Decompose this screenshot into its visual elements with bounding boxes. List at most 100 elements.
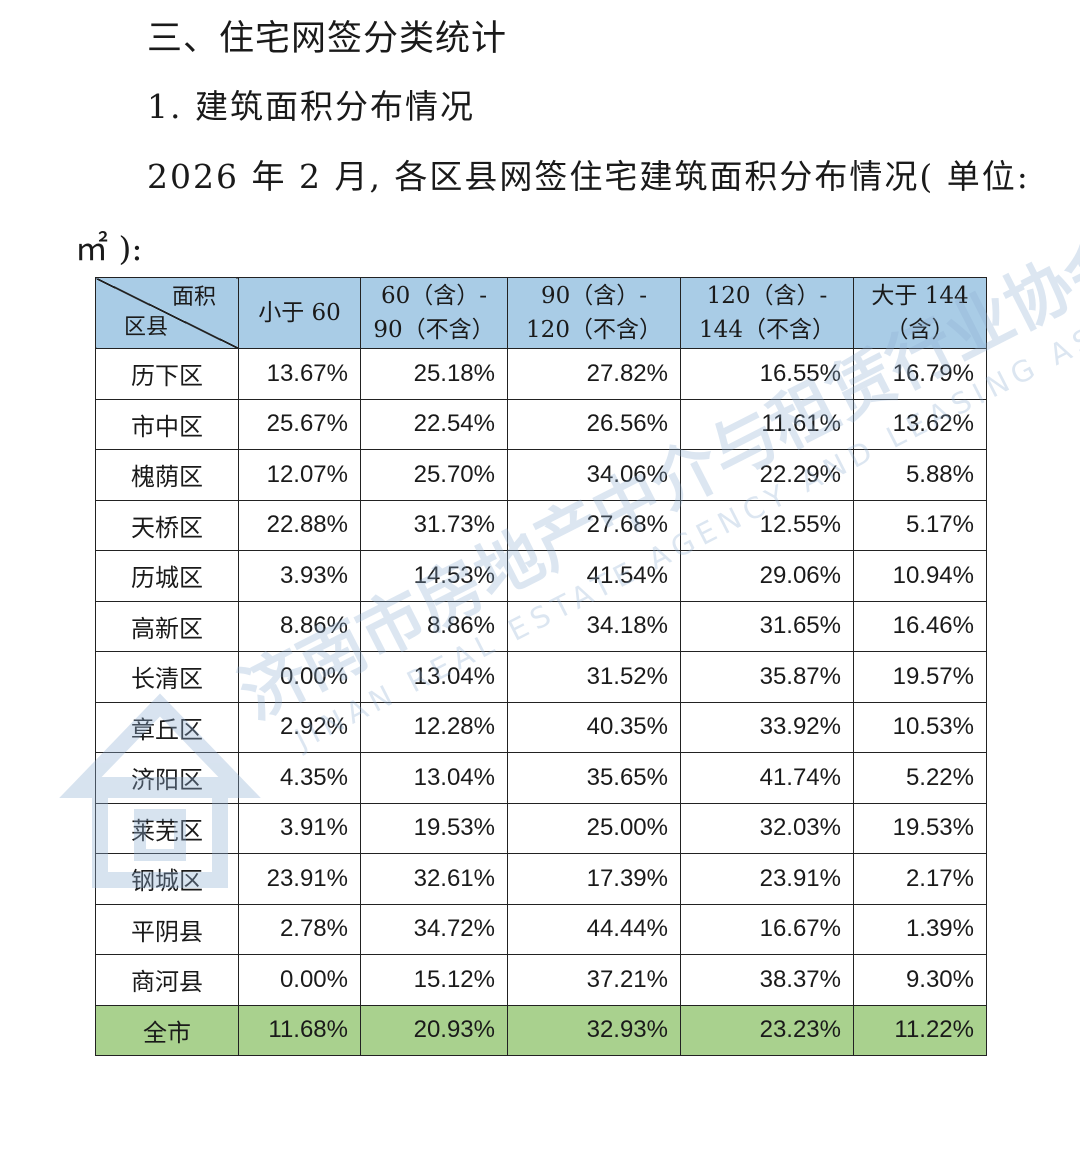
column-header-line: 120（不含） <box>526 317 662 343</box>
percentage-cell: 1.39% <box>853 903 987 955</box>
intro-text-line-1: 2026 年 2 月, 各区县网签住宅建筑面积分布情况( 单位: <box>147 157 1030 196</box>
table-row: 高新区 8.86% 8.86% 34.18% 31.65% 16.46% <box>95 600 987 652</box>
percentage-cell: 22.29% <box>680 449 854 501</box>
percentage-cell: 15.12% <box>360 954 508 1006</box>
percentage-cell: 13.04% <box>360 752 508 804</box>
column-header-line: 60（含）- <box>380 283 488 309</box>
percentage-cell: 33.92% <box>680 701 854 753</box>
district-name-cell: 槐荫区 <box>95 449 239 501</box>
column-header-90-120: 90（含）- 120（不含） <box>507 277 681 349</box>
district-name-cell: 商河县 <box>95 954 239 1006</box>
corner-header-cell: 面积 区县 <box>95 277 239 349</box>
percentage-cell: 23.23% <box>680 1004 854 1056</box>
table-row: 历城区 3.93% 14.53% 41.54% 29.06% 10.94% <box>95 550 987 602</box>
percentage-cell: 19.53% <box>360 802 508 854</box>
percentage-cell: 32.03% <box>680 802 854 854</box>
percentage-cell: 23.91% <box>238 853 361 905</box>
percentage-cell: 25.18% <box>360 348 508 400</box>
table-row: 商河县 0.00% 15.12% 37.21% 38.37% 9.30% <box>95 954 987 1006</box>
percentage-cell: 13.62% <box>853 398 987 450</box>
corner-header-area-label: 面积 <box>171 285 216 310</box>
percentage-cell: 23.91% <box>680 853 854 905</box>
district-name-cell: 天桥区 <box>95 499 239 551</box>
percentage-cell: 29.06% <box>680 550 854 602</box>
percentage-cell: 41.54% <box>507 550 681 602</box>
percentage-cell: 16.46% <box>853 600 987 652</box>
percentage-cell: 40.35% <box>507 701 681 753</box>
percentage-cell: 16.67% <box>680 903 854 955</box>
district-name-cell: 莱芜区 <box>95 802 239 854</box>
table-row: 长清区 0.00% 13.04% 31.52% 35.87% 19.57% <box>95 651 987 703</box>
percentage-cell: 11.68% <box>238 1004 361 1056</box>
table-row: 济阳区 4.35% 13.04% 35.65% 41.74% 5.22% <box>95 752 987 804</box>
district-name-cell: 历城区 <box>95 550 239 602</box>
column-header-line: 144（不含） <box>699 317 835 343</box>
percentage-cell: 16.55% <box>680 348 854 400</box>
district-name-cell: 长清区 <box>95 651 239 703</box>
percentage-cell: 4.35% <box>238 752 361 804</box>
district-name-cell: 市中区 <box>95 398 239 450</box>
column-header-60-90: 60（含）- 90（不含） <box>360 277 508 349</box>
percentage-cell: 32.61% <box>360 853 508 905</box>
percentage-cell: 3.93% <box>238 550 361 602</box>
percentage-cell: 10.94% <box>853 550 987 602</box>
percentage-cell: 34.18% <box>507 600 681 652</box>
percentage-cell: 35.87% <box>680 651 854 703</box>
column-header-120-144: 120（含）- 144（不含） <box>680 277 854 349</box>
percentage-cell: 5.17% <box>853 499 987 551</box>
column-header-line: 90（含）- <box>540 283 648 309</box>
column-header-over-144: 大于 144 （含） <box>853 277 987 349</box>
table-row: 莱芜区 3.91% 19.53% 25.00% 32.03% 19.53% <box>95 802 987 854</box>
column-header-line: 大于 144 <box>871 283 969 309</box>
percentage-cell: 26.56% <box>507 398 681 450</box>
percentage-cell: 19.57% <box>853 651 987 703</box>
district-name-cell: 全市 <box>95 1004 239 1056</box>
percentage-cell: 37.21% <box>507 954 681 1006</box>
column-header-line: 120（含）- <box>706 283 828 309</box>
subsection-heading: 1. 建筑面积分布情况 <box>147 87 475 126</box>
percentage-cell: 11.22% <box>853 1004 987 1056</box>
percentage-cell: 17.39% <box>507 853 681 905</box>
percentage-cell: 27.68% <box>507 499 681 551</box>
percentage-cell: 25.67% <box>238 398 361 450</box>
percentage-cell: 2.92% <box>238 701 361 753</box>
percentage-cell: 16.79% <box>853 348 987 400</box>
percentage-cell: 8.86% <box>238 600 361 652</box>
percentage-cell: 0.00% <box>238 651 361 703</box>
percentage-cell: 8.86% <box>360 600 508 652</box>
percentage-cell: 35.65% <box>507 752 681 804</box>
percentage-cell: 5.22% <box>853 752 987 804</box>
percentage-cell: 11.61% <box>680 398 854 450</box>
percentage-cell: 31.73% <box>360 499 508 551</box>
table-total-row: 全市 11.68% 20.93% 32.93% 23.23% 11.22% <box>95 1004 987 1056</box>
percentage-cell: 22.54% <box>360 398 508 450</box>
percentage-cell: 2.78% <box>238 903 361 955</box>
percentage-cell: 13.04% <box>360 651 508 703</box>
section-heading: 三、住宅网签分类统计 <box>147 19 508 59</box>
percentage-cell: 38.37% <box>680 954 854 1006</box>
percentage-cell: 31.52% <box>507 651 681 703</box>
percentage-cell: 10.53% <box>853 701 987 753</box>
percentage-cell: 5.88% <box>853 449 987 501</box>
district-name-cell: 章丘区 <box>95 701 239 753</box>
percentage-cell: 14.53% <box>360 550 508 602</box>
percentage-cell: 25.00% <box>507 802 681 854</box>
percentage-cell: 19.53% <box>853 802 987 854</box>
percentage-cell: 2.17% <box>853 853 987 905</box>
table-row: 市中区 25.67% 22.54% 26.56% 11.61% 13.62% <box>95 398 987 450</box>
table-body: 历下区 13.67% 25.18% 27.82% 16.55% 16.79% 市中区 25.6… <box>95 348 987 1056</box>
percentage-cell: 9.30% <box>853 954 987 1006</box>
percentage-cell: 41.74% <box>680 752 854 804</box>
percentage-cell: 31.65% <box>680 600 854 652</box>
district-name-cell: 平阴县 <box>95 903 239 955</box>
percentage-cell: 20.93% <box>360 1004 508 1056</box>
percentage-cell: 32.93% <box>507 1004 681 1056</box>
percentage-cell: 25.70% <box>360 449 508 501</box>
table-row: 平阴县 2.78% 34.72% 44.44% 16.67% 1.39% <box>95 903 987 955</box>
district-name-cell: 高新区 <box>95 600 239 652</box>
table-row: 钢城区 23.91% 32.61% 17.39% 23.91% 2.17% <box>95 853 987 905</box>
table-row: 槐荫区 12.07% 25.70% 34.06% 22.29% 5.88% <box>95 449 987 501</box>
percentage-cell: 3.91% <box>238 802 361 854</box>
column-header-under-60: 小于 60 <box>238 277 361 349</box>
table-row: 章丘区 2.92% 12.28% 40.35% 33.92% 10.53% <box>95 701 987 753</box>
